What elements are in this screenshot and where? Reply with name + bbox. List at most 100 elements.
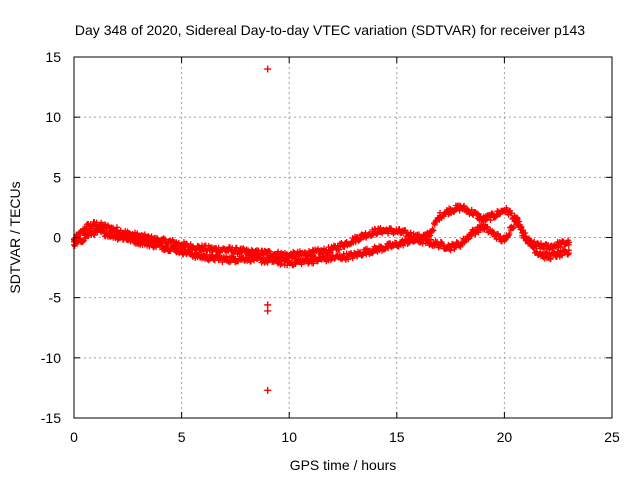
data-point — [465, 235, 472, 242]
data-point — [349, 255, 356, 262]
data-point — [177, 244, 184, 251]
data-point — [565, 251, 572, 258]
y-tick-label: 0 — [53, 230, 61, 246]
data-point — [336, 252, 343, 259]
data-point — [357, 236, 364, 243]
data-point — [522, 229, 529, 236]
data-point — [377, 224, 384, 231]
y-tick-label: 10 — [45, 109, 61, 125]
data-point — [489, 210, 496, 217]
y-tick-label: -5 — [49, 290, 62, 306]
data-point — [233, 244, 240, 251]
data-point — [513, 214, 520, 221]
data-point — [565, 247, 572, 254]
data-point — [181, 246, 188, 253]
data-point — [101, 227, 108, 234]
data-point — [272, 255, 279, 262]
data-point — [370, 232, 377, 239]
y-tick-label: -10 — [41, 350, 61, 366]
x-axis-label: GPS time / hours — [290, 457, 397, 473]
data-point — [148, 233, 155, 240]
y-tick-label: 5 — [53, 169, 61, 185]
data-point — [80, 238, 87, 245]
data-point — [468, 206, 475, 213]
data-point — [113, 224, 120, 231]
outlier-point — [264, 386, 272, 394]
data-point — [461, 239, 468, 246]
data-point — [468, 232, 475, 239]
data-point — [82, 227, 89, 234]
data-point — [464, 236, 471, 243]
data-point — [518, 224, 525, 231]
data-point — [91, 232, 98, 239]
chart-title: Day 348 of 2020, Sidereal Day-to-day VTE… — [75, 22, 585, 38]
data-point — [275, 248, 282, 255]
data-point — [508, 210, 515, 217]
data-point — [516, 218, 523, 225]
data-point — [356, 236, 363, 243]
data-point — [457, 243, 464, 250]
data-point — [565, 237, 572, 244]
data-point — [385, 245, 392, 252]
data-point — [430, 227, 437, 234]
data-point — [100, 227, 107, 234]
data-point — [547, 256, 554, 263]
data-point — [284, 262, 291, 269]
data-point — [428, 236, 435, 243]
y-tick-label: -15 — [41, 410, 61, 426]
x-tick-label: 25 — [604, 429, 620, 445]
data-point — [373, 231, 380, 238]
data-point — [484, 223, 491, 230]
x-tick-label: 5 — [178, 429, 186, 445]
data-point — [202, 252, 209, 259]
data-point — [487, 217, 494, 224]
data-point — [427, 232, 434, 239]
data-point — [162, 236, 169, 243]
data-point — [141, 231, 148, 238]
data-point — [419, 240, 426, 247]
data-point — [369, 250, 376, 257]
data-point — [565, 241, 572, 248]
data-point — [352, 238, 359, 245]
data-point — [363, 245, 370, 252]
x-tick-label: 10 — [281, 429, 297, 445]
data-point — [89, 223, 96, 230]
data-point — [510, 225, 517, 232]
data-point — [440, 242, 447, 249]
data-point — [400, 242, 407, 249]
data-point — [71, 243, 78, 250]
data-point — [148, 238, 155, 245]
data-point — [385, 230, 392, 237]
data-point — [447, 247, 454, 254]
data-point — [133, 234, 140, 241]
axes: 0 5 10 15 20 25 -15 -10 -5 0 5 10 15 — [41, 49, 620, 445]
outlier-point — [264, 301, 272, 309]
y-axis-label: SDTVAR / TECUs — [7, 181, 23, 293]
outlier-point — [264, 65, 272, 73]
data-point — [164, 243, 171, 250]
data-point — [510, 224, 517, 231]
data-point — [559, 252, 566, 259]
data-point — [227, 258, 234, 265]
y-tick-label: 15 — [45, 49, 61, 65]
outlier-point — [264, 249, 272, 257]
x-tick-label: 0 — [70, 429, 78, 445]
data-point — [336, 246, 343, 253]
x-tick-label: 20 — [497, 429, 513, 445]
data-point — [396, 225, 403, 232]
data-point — [186, 247, 193, 254]
data-point — [77, 235, 84, 242]
data-point — [223, 253, 230, 260]
data-point — [310, 260, 317, 267]
data-point — [341, 243, 348, 250]
data-point — [531, 245, 538, 252]
data-point — [412, 234, 419, 241]
data-point — [514, 215, 521, 222]
outlier-point — [264, 307, 272, 315]
data-point — [506, 231, 513, 238]
data-point — [251, 257, 258, 264]
data-points — [71, 65, 572, 394]
data-point — [219, 259, 226, 266]
data-point — [431, 221, 438, 228]
